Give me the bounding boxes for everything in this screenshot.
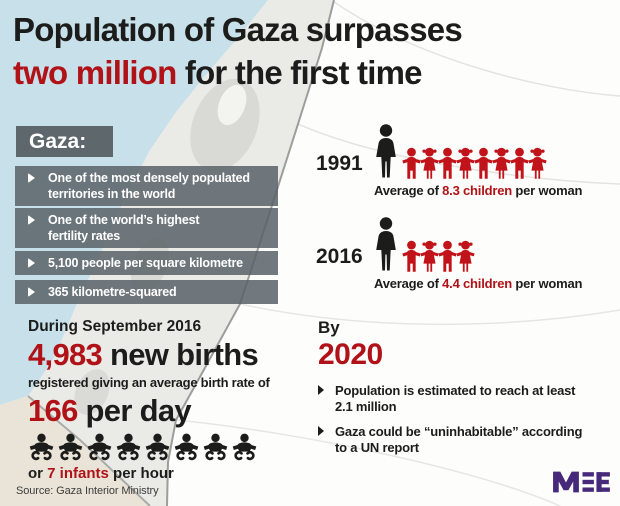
caption-value: 4.4 children [442,276,512,291]
bullet-triangle-icon [318,385,324,395]
gaza-label-box: Gaza: [16,126,113,157]
caption-prefix: Average of [374,276,443,291]
projection-bullet-population: Population is estimated to reach at leas… [318,383,614,414]
bullet-triangle-icon [28,215,35,225]
boy-child-icon [402,240,421,272]
headline-line2-rest: for the first time [176,54,423,91]
fact-box-density: One of the most densely populated territ… [15,166,278,206]
fertility-row-1991: 1991 [316,122,547,180]
fact-text: One of the world’s highest fertility rat… [48,213,200,243]
births-count: 4,983 [28,337,103,372]
projection-section: By 2020 Population is estimated to reach… [318,318,614,465]
map-road [297,123,620,185]
bullet-triangle-icon [28,258,35,268]
children-icons-row-2016 [402,240,475,273]
birth-rate-line: 166 per day [28,392,298,429]
per-hour-prefix: or [28,465,48,482]
infant-icon [232,433,257,461]
fact-text: 5,100 people per square kilometre [48,256,243,270]
mee-logo-e [596,472,610,492]
mee-logo [551,468,613,496]
infants-per-hour: or 7 infants per hour [28,465,298,482]
fertility-caption-2016: Average of 4.4 children per woman [374,276,582,291]
caption-prefix: Average of [374,183,443,198]
projection-by-label: By [318,318,340,337]
births-period: During September 2016 [28,318,202,335]
projection-bullet-uninhabitable: Gaza could be “uninhabitable” according … [318,424,614,455]
per-hour-suffix: per hour [108,465,174,482]
map-urban-area [74,369,110,415]
infant-icon [145,433,170,461]
map-border-line [166,0,335,506]
year-label-2016: 2016 [316,245,363,268]
girl-child-icon [528,147,547,179]
bullet-text: Gaza could be “uninhabitable” according … [335,424,583,455]
infant-icon [58,433,83,461]
bullet-triangle-icon [318,426,324,436]
headline-two-million: two million [13,54,177,91]
girl-child-icon [456,147,475,179]
year-label-1991: 1991 [316,152,363,175]
boy-child-icon [438,240,457,272]
boy-child-icon [510,147,529,179]
mee-logo-bars [582,472,594,492]
woman-icon [373,123,403,180]
infant-icon [116,433,141,461]
births-count-line: 4,983 new births [28,336,298,373]
source-credit: Source: Gaza Interior Ministry [16,485,159,497]
fact-box-fertility: One of the world’s highest fertility rat… [15,208,278,248]
girl-child-icon [420,240,439,272]
fertility-caption-1991: Average of 8.3 children per woman [374,183,582,198]
projection-year: 2020 [318,338,383,371]
fertility-row-2016: 2016 [316,215,475,273]
woman-icon [373,216,403,273]
per-hour-number: 7 infants [47,465,109,482]
births-detail: registered giving an average birth rate … [28,375,270,390]
children-icons-row-1991 [402,147,547,180]
map-egypt-border-line [27,395,151,506]
bullet-triangle-icon [28,287,35,297]
births-section: During September 2016 4,983 new births r… [28,318,298,482]
infant-icon [87,433,112,461]
girl-child-icon [456,240,475,272]
caption-value: 8.3 children [442,183,512,198]
infant-icon [203,433,228,461]
caption-suffix: per woman [511,183,583,198]
birth-rate-number: 166 [28,393,78,428]
projection-bullets: Population is estimated to reach at leas… [318,383,614,455]
headline: Population of Gaza surpasses two million … [13,8,463,94]
boy-child-icon [474,147,493,179]
map-urban-area [217,84,247,126]
map-road [175,419,561,506]
birth-rate-label: per day [77,393,192,428]
boy-child-icon [402,147,421,179]
fact-box-area: 365 kilometre-squared [15,280,278,304]
births-count-label: new births [102,337,259,372]
fact-text: 365 kilometre-squared [48,285,177,299]
headline-line1: Population of Gaza surpasses [13,11,463,48]
caption-suffix: per woman [511,276,583,291]
map-road [333,1,620,97]
map-road [239,303,620,326]
infant-icons-row [28,433,298,461]
bullet-text: Population is estimated to reach at leas… [335,383,576,414]
girl-child-icon [492,147,511,179]
fact-text: One of the most densely populated territ… [48,171,250,201]
fact-box-people-per-km: 5,100 people per square kilometre [15,251,278,275]
bullet-triangle-icon [28,173,35,183]
boy-child-icon [438,147,457,179]
girl-child-icon [420,147,439,179]
infant-icon [29,433,54,461]
infant-icon [174,433,199,461]
mee-logo-m [553,471,579,493]
